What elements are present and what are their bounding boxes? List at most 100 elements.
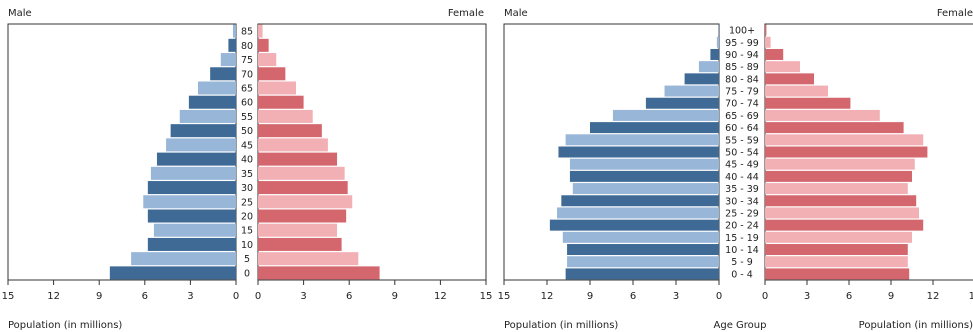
- age-label: 15 - 19: [725, 233, 759, 244]
- x-tick-label-right: 0: [255, 291, 261, 302]
- x-axis-label-right: Population (in millions): [859, 320, 973, 331]
- age-label: 30 - 34: [725, 196, 759, 207]
- x-tick-label-left: 15: [2, 291, 15, 302]
- female-bar-55-59: [765, 134, 924, 146]
- female-bar-10: [258, 237, 342, 251]
- age-label: 65 - 69: [725, 111, 759, 122]
- female-bar-30: [258, 181, 348, 195]
- female-bar-5-9: [765, 256, 908, 268]
- female-bar-85: [258, 24, 263, 38]
- center-axis-label: Age Group: [714, 320, 767, 331]
- male-plot-frame: [7, 23, 237, 281]
- male-bar-90-94: [710, 48, 719, 60]
- female-bar-70-74: [765, 97, 851, 109]
- age-label: 60 - 64: [725, 123, 759, 134]
- male-bar-5: [131, 252, 236, 266]
- age-label: 70: [241, 69, 253, 80]
- x-tick-label-right: 3: [804, 291, 810, 302]
- male-bar-60: [188, 95, 236, 109]
- female-bar-60: [258, 95, 304, 109]
- x-tick-label-right: 3: [300, 291, 306, 302]
- male-bar-25-29: [557, 207, 719, 219]
- male-bar-95-99: [716, 36, 719, 48]
- male-bar-0: [109, 266, 236, 280]
- age-label: 35 - 39: [725, 184, 759, 195]
- male-bar-30: [147, 181, 236, 195]
- age-label: 20: [241, 212, 253, 223]
- x-tick-label-left: 3: [673, 291, 679, 302]
- male-bar-50-54: [558, 146, 719, 158]
- female-bar-40-44: [765, 170, 912, 182]
- female-plot-frame: [257, 23, 487, 281]
- x-tick-label-left: 6: [630, 291, 636, 302]
- x-tick-label-left: 15: [498, 291, 511, 302]
- female-bar-70: [258, 67, 286, 81]
- female-bar-40: [258, 152, 338, 166]
- age-label: 10 - 14: [725, 245, 759, 256]
- x-axis-label-left: Population (in millions): [504, 320, 618, 331]
- x-tick-label-right: 12: [927, 291, 940, 302]
- female-bar-85-89: [765, 61, 800, 73]
- male-bar-80: [228, 38, 236, 52]
- male-bar-75: [220, 53, 236, 67]
- age-label: 55 - 59: [725, 135, 759, 146]
- male-bar-5-9: [567, 256, 719, 268]
- male-bar-30-34: [561, 195, 719, 207]
- x-tick-label-right: 9: [888, 291, 894, 302]
- age-label: 25: [241, 197, 253, 208]
- male-bar-15: [153, 223, 236, 237]
- female-bar-30-34: [765, 195, 917, 207]
- female-bar-60-64: [765, 122, 904, 134]
- age-label: 25 - 29: [725, 208, 759, 219]
- x-tick-label-right: 12: [434, 291, 447, 302]
- age-label: 85: [241, 27, 253, 38]
- male-bar-75-79: [664, 85, 719, 97]
- x-tick-label-left: 0: [716, 291, 722, 302]
- female-bar-20-24: [765, 219, 924, 231]
- age-label: 70 - 74: [725, 99, 759, 110]
- x-tick-label-left: 12: [541, 291, 554, 302]
- male-bar-10-14: [567, 244, 719, 256]
- age-label: 35: [241, 169, 253, 180]
- age-label: 40: [241, 155, 253, 166]
- male-bar-15-19: [562, 231, 719, 243]
- male-bar-60-64: [590, 122, 719, 134]
- male-bar-35-39: [572, 183, 719, 195]
- male-bar-85-89: [698, 61, 719, 73]
- male-bar-65: [198, 81, 236, 95]
- female-bar-55: [258, 109, 313, 123]
- male-bar-80-84: [684, 73, 719, 85]
- age-label: 60: [241, 98, 253, 109]
- male-bar-45: [166, 138, 236, 152]
- male-bar-85: [232, 24, 236, 38]
- age-label: 0 - 4: [731, 269, 753, 280]
- male-side-label: Male: [8, 8, 32, 19]
- age-label: 45: [241, 140, 253, 151]
- female-side-label: Female: [937, 8, 973, 19]
- x-tick-label-left: 0: [233, 291, 239, 302]
- age-label: 20 - 24: [725, 221, 759, 232]
- x-tick-label-right: 6: [846, 291, 852, 302]
- female-bar-90-94: [765, 48, 784, 60]
- x-tick-label-left: 9: [96, 291, 102, 302]
- male-bar-40-44: [569, 170, 719, 182]
- male-bar-35: [150, 166, 236, 180]
- female-bar-25-29: [765, 207, 919, 219]
- female-bar-80-84: [765, 73, 814, 85]
- female-bar-45-49: [765, 158, 915, 170]
- female-bar-75: [258, 53, 277, 67]
- male-bar-45-49: [569, 158, 719, 170]
- x-tick-label-right: 9: [392, 291, 398, 302]
- age-label: 50 - 54: [725, 148, 759, 159]
- age-label: 80: [241, 41, 253, 52]
- female-bar-15: [258, 223, 338, 237]
- female-bar-80: [258, 38, 269, 52]
- male-bar-50: [170, 124, 236, 138]
- age-label: 55: [241, 112, 253, 123]
- age-label: 0: [244, 268, 250, 279]
- male-bar-25: [143, 195, 236, 209]
- female-bar-5: [258, 252, 359, 266]
- age-label: 30: [241, 183, 253, 194]
